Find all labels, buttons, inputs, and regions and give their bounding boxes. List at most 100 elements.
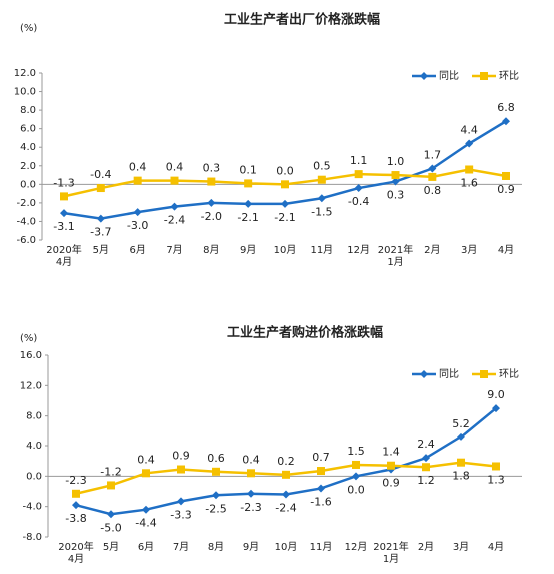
point (96, 184, 105, 193)
x-tick-label: 9月 (240, 244, 256, 256)
value-label: 1.5 (347, 445, 365, 458)
x-tick-label: 3月 (461, 244, 477, 256)
value-label: -2.4 (275, 502, 296, 515)
point (422, 463, 430, 472)
point (207, 177, 216, 186)
legend-marker (480, 72, 488, 80)
y-tick-label: 4.0 (26, 441, 42, 452)
point (247, 489, 255, 498)
value-label: 0.4 (137, 453, 155, 466)
value-label: 0.9 (497, 183, 515, 196)
point (133, 176, 142, 185)
x-tick-label: 5月 (103, 541, 119, 553)
x-tick-label: 10月 (275, 541, 298, 553)
x-tick-label: 11月 (310, 244, 333, 256)
x-tick-label: 4月 (498, 244, 514, 256)
y-axis-label: (%) (20, 23, 37, 34)
value-label: -5.0 (100, 521, 121, 534)
value-label: 0.9 (382, 477, 400, 490)
point (465, 165, 474, 174)
y-tick-label: 0.0 (26, 471, 42, 482)
value-label: -2.3 (240, 501, 261, 514)
value-label: -3.0 (127, 219, 148, 232)
point (72, 501, 80, 510)
value-label: -4.4 (135, 517, 156, 530)
point (170, 202, 179, 211)
x-tick-label: 12月 (345, 541, 368, 553)
point (317, 175, 326, 184)
point (465, 139, 474, 148)
value-label: 4.4 (460, 124, 478, 137)
value-label: 0.1 (239, 163, 257, 176)
value-label: 0.2 (277, 455, 295, 468)
y-tick-label: 8.0 (20, 105, 36, 116)
value-label: 0.0 (276, 164, 294, 177)
chart-title: 工业生产者出厂价格涨跌幅 (224, 12, 380, 28)
value-label: -2.5 (205, 502, 226, 515)
x-tick-label: 8月 (208, 541, 224, 553)
point (281, 180, 289, 189)
value-label: -0.4 (90, 168, 111, 181)
value-label: 1.7 (424, 149, 442, 162)
point (282, 490, 290, 499)
value-label: 0.6 (207, 452, 225, 465)
point (502, 171, 510, 180)
point (492, 404, 500, 413)
y-tick-label: 0.0 (20, 179, 36, 190)
value-label: 0.3 (387, 189, 405, 202)
x-tick-label: 7月 (166, 244, 182, 256)
point (282, 470, 290, 479)
y-tick-label: -6.0 (16, 235, 36, 246)
y-tick-label: -4.0 (22, 502, 42, 513)
point (391, 177, 400, 186)
point (170, 176, 179, 185)
chart-title: 工业生产者购进价格涨跌幅 (227, 325, 383, 341)
value-label: -3.3 (170, 508, 191, 521)
point (72, 489, 80, 498)
value-label: 2.4 (417, 438, 435, 451)
value-label: -2.3 (65, 474, 86, 487)
x-tick-label: 2月 (424, 244, 440, 256)
y-tick-label: 2.0 (20, 161, 36, 172)
legend-marker (420, 72, 428, 80)
value-label: 1.4 (382, 446, 400, 459)
y-tick-label: 4.0 (20, 142, 36, 153)
x-tick-label: 6月 (138, 541, 154, 553)
legend-marker (420, 370, 428, 378)
y-tick-label: 10.0 (14, 87, 36, 98)
point (212, 491, 220, 500)
value-label: 1.0 (387, 155, 405, 168)
x-tick-label: 7月 (173, 541, 189, 553)
value-label: -3.8 (65, 512, 86, 525)
point (281, 199, 289, 208)
x-tick-label: 2月 (418, 541, 434, 553)
point (60, 192, 68, 201)
point (142, 469, 150, 478)
value-label: -2.1 (274, 211, 295, 224)
x-tick-label: 3月 (453, 541, 469, 553)
value-label: 9.0 (487, 388, 505, 401)
point (317, 484, 325, 493)
point (60, 209, 68, 218)
point (317, 194, 326, 203)
legend-label: 环比 (499, 368, 519, 380)
point (212, 467, 220, 476)
value-label: -3.7 (90, 226, 111, 239)
x-tick-label: 5月 (93, 244, 109, 256)
point (354, 184, 363, 193)
value-label: -1.6 (310, 495, 331, 508)
value-label: 1.3 (487, 473, 505, 486)
point (502, 117, 510, 126)
point (96, 214, 105, 223)
value-label: 1.8 (452, 470, 470, 483)
value-label: -3.1 (53, 220, 74, 233)
x-tick-label: 4月 (488, 541, 504, 553)
point (391, 171, 400, 180)
legend-label: 同比 (439, 70, 459, 82)
point (244, 199, 253, 208)
point (244, 179, 253, 188)
point (317, 467, 325, 476)
x-tick-label: 2020年 4月 (46, 243, 81, 268)
point (107, 481, 115, 490)
